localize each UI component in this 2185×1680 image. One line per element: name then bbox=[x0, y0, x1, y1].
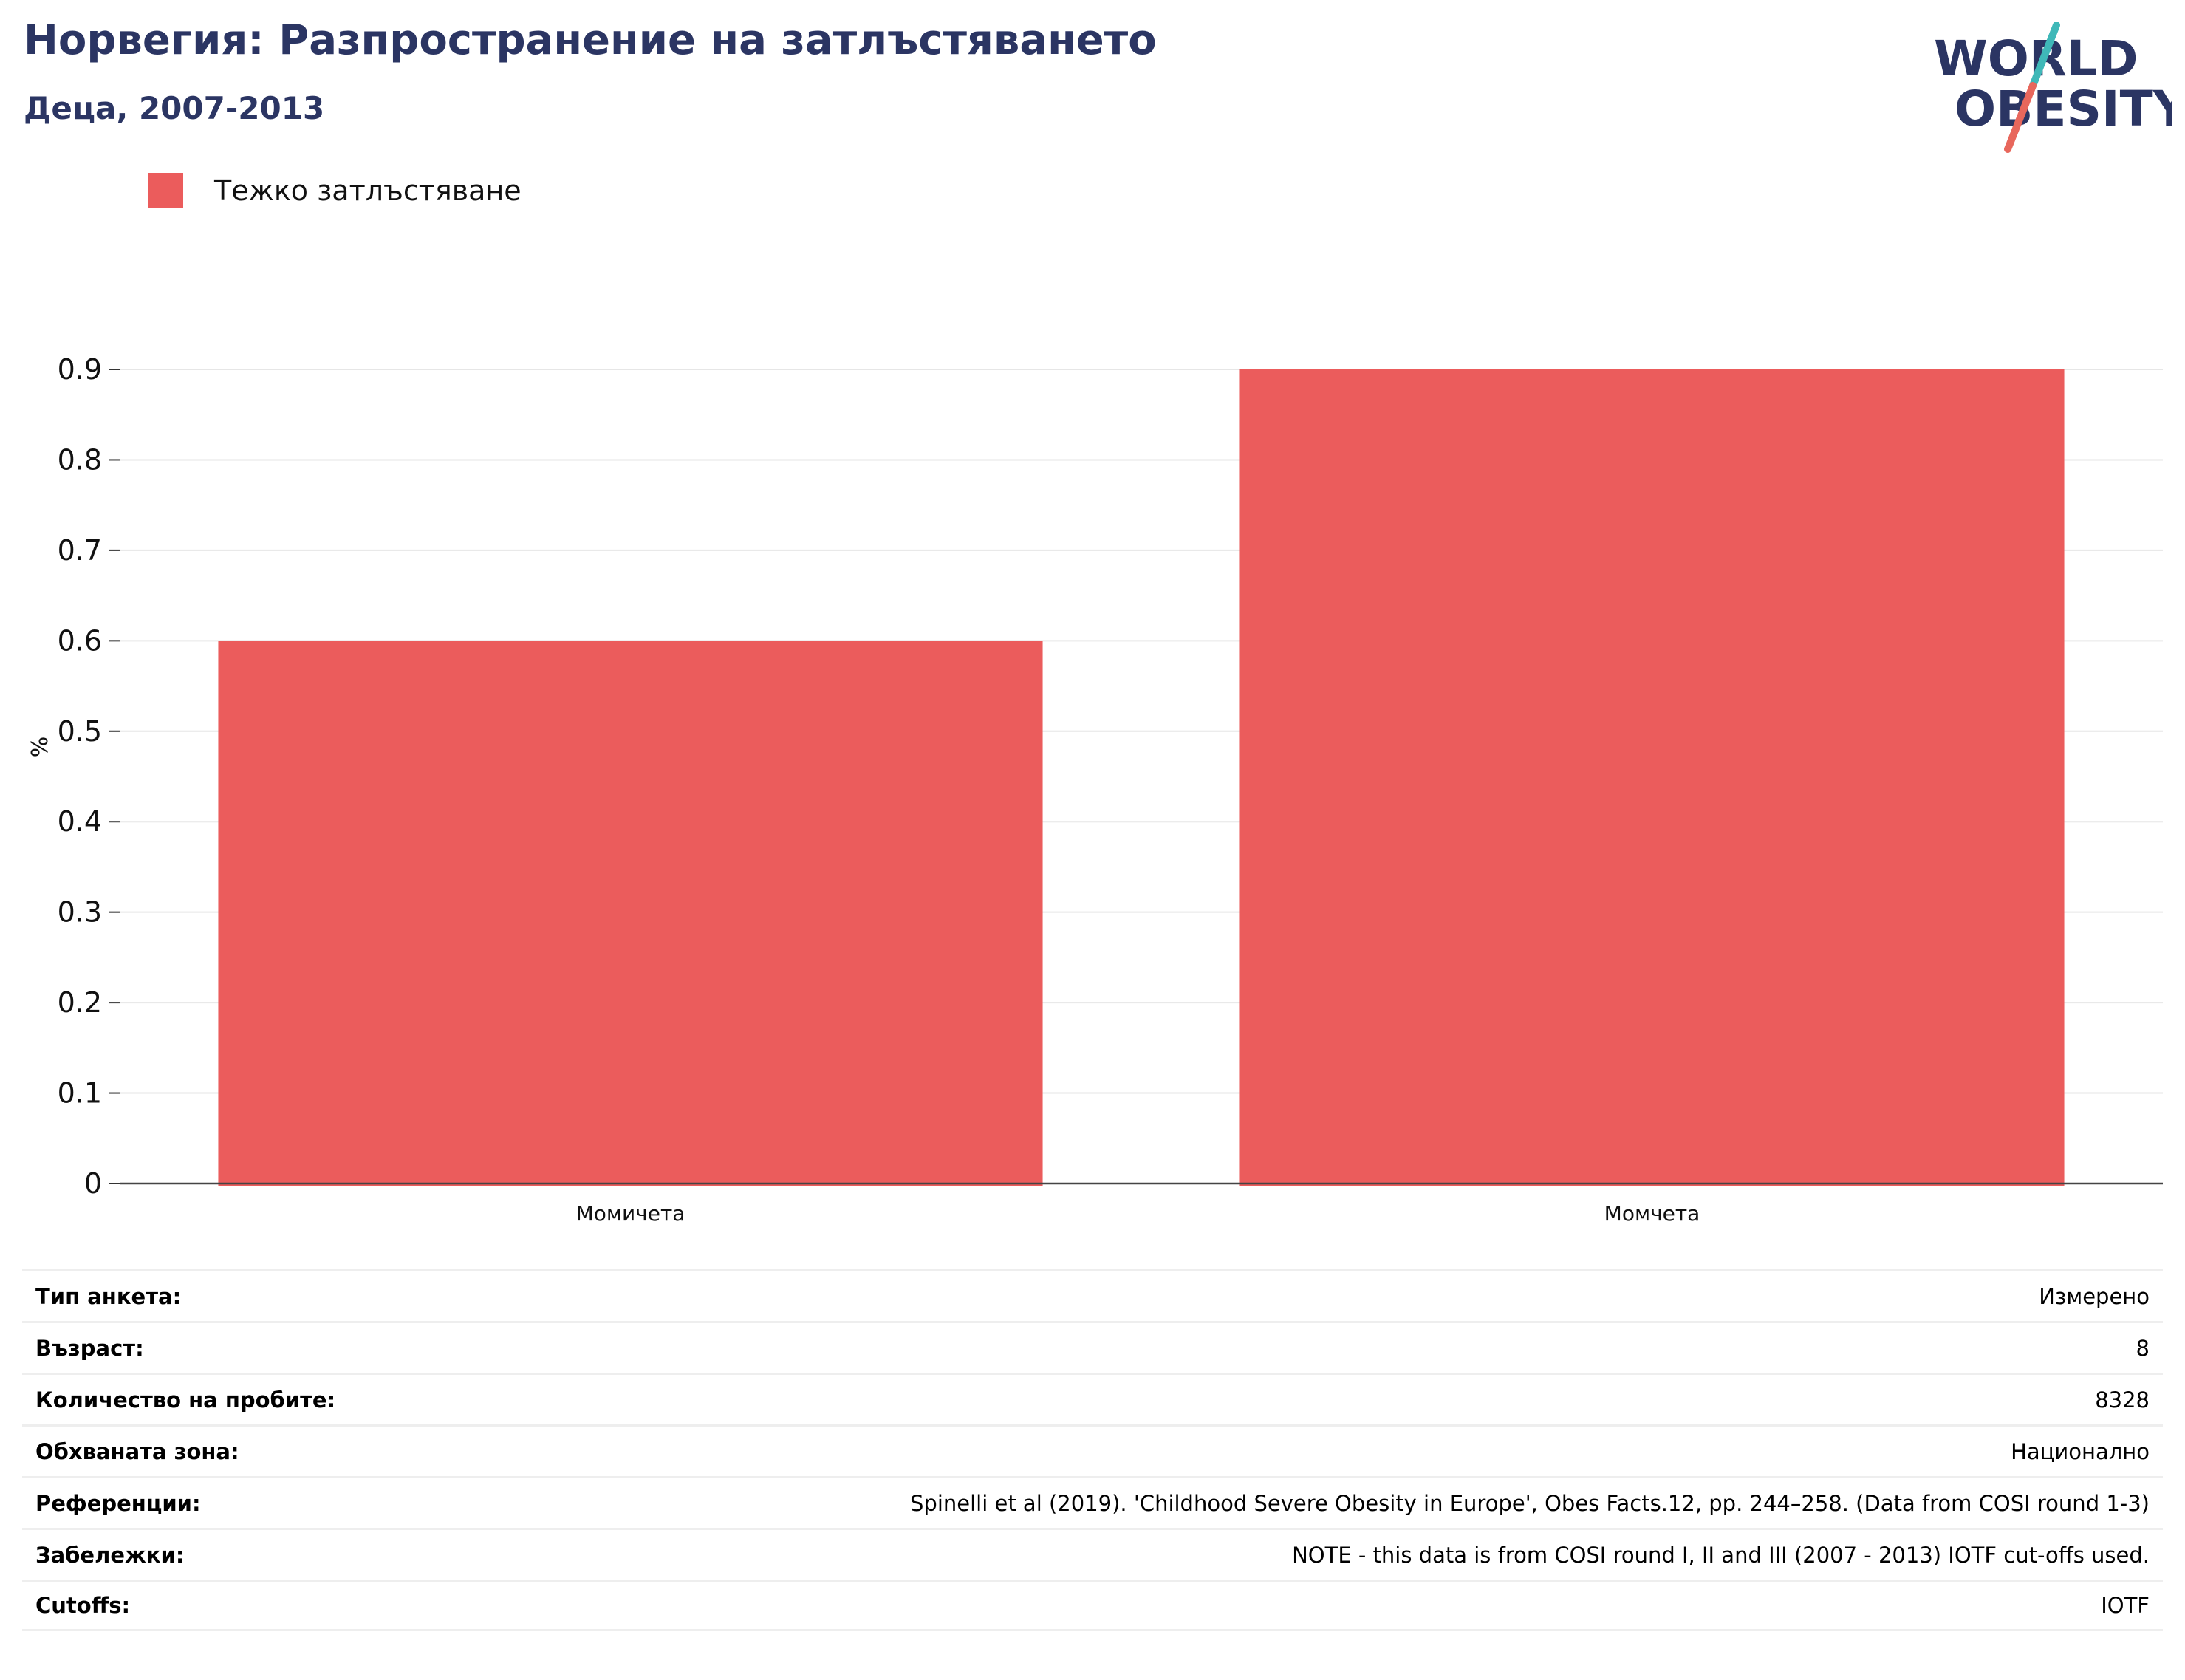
x-tick-label: Момичета bbox=[576, 1201, 685, 1226]
bars bbox=[218, 369, 2065, 1186]
meta-row: Референции: Spinelli et al (2019). 'Child… bbox=[22, 1476, 2163, 1528]
meta-row: Тип анкета: Измерено bbox=[22, 1269, 2163, 1321]
chart-title: Норвегия: Разпространение на затлъстяван… bbox=[24, 16, 1157, 64]
survey-metadata-table: Тип анкета: Измерено Възраст: 8 Количество н… bbox=[22, 1269, 2163, 1631]
meta-label: Обхваната зона: bbox=[35, 1438, 239, 1464]
meta-row: Възраст: 8 bbox=[22, 1321, 2163, 1373]
meta-value: Измерено bbox=[2039, 1283, 2150, 1309]
meta-value: Spinelli et al (2019). 'Childhood Severe… bbox=[910, 1490, 2150, 1516]
axes bbox=[109, 369, 2163, 1185]
world-obesity-logo: WORLD OBESITY bbox=[1934, 22, 2172, 153]
bar-1 bbox=[218, 641, 1043, 1186]
axis-labels: 0 0.1 0.2 0.3 0.4 0.5 0.6 0.7 0.8 0.9 Момичета Момч… bbox=[27, 353, 1700, 1226]
y-tick-label: 0.7 bbox=[58, 534, 102, 567]
logo-slash-top bbox=[2029, 22, 2060, 89]
meta-label: Количество на пробите: bbox=[35, 1387, 336, 1413]
meta-value: Национално bbox=[2011, 1438, 2150, 1464]
x-tick-label: Момчета bbox=[1604, 1201, 1700, 1226]
y-axis-label: % bbox=[27, 737, 53, 758]
meta-row: Количество на пробите: 8328 bbox=[22, 1373, 2163, 1424]
meta-row: Обхваната зона: Национално bbox=[22, 1424, 2163, 1476]
y-tick-label: 0.4 bbox=[58, 805, 102, 838]
meta-label: Референции: bbox=[35, 1490, 201, 1516]
bar-2 bbox=[1239, 369, 2065, 1186]
meta-label: Възраст: bbox=[35, 1335, 144, 1361]
meta-value: IOTF bbox=[2101, 1593, 2150, 1618]
y-tick-label: 0.1 bbox=[58, 1077, 102, 1110]
y-tick-label: 0.9 bbox=[58, 353, 102, 386]
y-tick-label: 0.8 bbox=[58, 443, 102, 476]
y-tick-label: 0.2 bbox=[58, 986, 102, 1019]
meta-value: 8 bbox=[2136, 1335, 2150, 1361]
y-tick-label: 0.5 bbox=[58, 715, 102, 748]
legend-swatch-severe-obesity bbox=[148, 173, 183, 208]
meta-row: Забележки: NOTE - this data is from COSI … bbox=[22, 1528, 2163, 1580]
meta-value: NOTE - this data is from COSI round I, I… bbox=[1292, 1542, 2150, 1568]
y-tick-label: 0.6 bbox=[58, 624, 102, 657]
bar-chart: 0 0.1 0.2 0.3 0.4 0.5 0.6 0.7 0.8 0.9 Момичета Момч… bbox=[27, 353, 2163, 1226]
meta-label: Тип анкета: bbox=[35, 1283, 182, 1309]
y-tick-label: 0 bbox=[84, 1167, 102, 1200]
chart-legend: Тежко затлъстяване bbox=[148, 171, 522, 210]
legend-label-severe-obesity: Тежко затлъстяване bbox=[214, 174, 522, 207]
meta-value: 8328 bbox=[2095, 1387, 2150, 1413]
logo-line2: OBESITY bbox=[1955, 81, 2172, 137]
meta-label: Cutoffs: bbox=[35, 1593, 131, 1618]
chart-subtitle: Деца, 2007-2013 bbox=[24, 90, 325, 126]
meta-row: Cutoffs: IOTF bbox=[22, 1580, 2163, 1631]
y-tick-label: 0.3 bbox=[58, 896, 102, 929]
meta-label: Забележки: bbox=[35, 1542, 185, 1568]
logo-slash-bottom bbox=[2004, 82, 2037, 153]
